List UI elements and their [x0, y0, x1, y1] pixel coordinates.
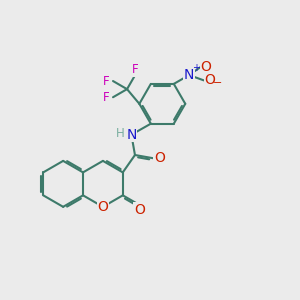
- Text: −: −: [213, 78, 223, 88]
- Text: N: N: [184, 68, 194, 82]
- Text: F: F: [103, 74, 110, 88]
- Text: O: O: [204, 74, 215, 87]
- Text: F: F: [132, 63, 138, 76]
- Text: O: O: [201, 60, 212, 74]
- Text: H: H: [116, 127, 125, 140]
- Text: O: O: [98, 200, 108, 214]
- Text: F: F: [103, 91, 110, 104]
- Text: O: O: [134, 203, 145, 217]
- Text: +: +: [192, 63, 200, 73]
- Text: O: O: [154, 151, 165, 165]
- Text: N: N: [126, 128, 136, 142]
